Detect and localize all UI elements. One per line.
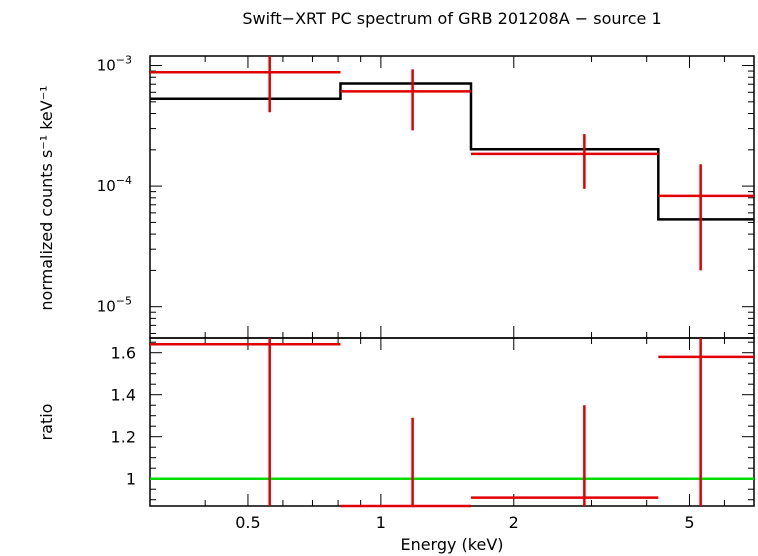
chart-title: Swift−XRT PC spectrum of GRB 201208A − s… xyxy=(242,9,661,28)
spectrum-axis-ticks xyxy=(149,56,755,338)
spectrum-panel: 10−3 10−4 10−5 normalized counts s⁻¹ keV⁻¹ xyxy=(37,54,755,339)
x-tick-label: 5 xyxy=(684,513,694,532)
y-tick-label: 1.4 xyxy=(111,386,136,405)
energy-x-axis-label: Energy (keV) xyxy=(400,535,503,554)
model-step-line xyxy=(150,82,754,221)
spectrum-y-tick-labels: 10−3 10−4 10−5 xyxy=(97,54,132,316)
y-tick-label: 1.6 xyxy=(111,344,136,363)
spectrum-model-steps xyxy=(150,82,754,221)
y-tick-label: 1.2 xyxy=(111,428,136,447)
ratio-y-tick-labels: 1 1.2 1.4 1.6 xyxy=(111,344,136,489)
y-tick-label: 10−3 xyxy=(97,54,132,75)
x-tick-label: 0.5 xyxy=(235,513,260,532)
ratio-panel: 1 1.2 1.4 1.6 0.5 1 2 5 ratio Energy (keV) xyxy=(37,337,755,554)
y-tick-label: 10−5 xyxy=(97,295,132,316)
ratio-axis-ticks xyxy=(149,338,755,506)
ratio-plot-frame xyxy=(149,337,755,507)
y-tick-label: 10−4 xyxy=(97,174,132,195)
ratio-data-points xyxy=(150,338,754,508)
spectrum-data-points xyxy=(150,56,754,271)
x-tick-label: 1 xyxy=(376,513,386,532)
spectrum-y-axis-label: normalized counts s⁻¹ keV⁻¹ xyxy=(37,85,56,310)
energy-x-tick-labels: 0.5 1 2 5 xyxy=(235,513,694,532)
ratio-y-axis-label: ratio xyxy=(37,404,56,441)
x-tick-label: 2 xyxy=(509,513,519,532)
y-tick-label: 1 xyxy=(126,470,136,489)
